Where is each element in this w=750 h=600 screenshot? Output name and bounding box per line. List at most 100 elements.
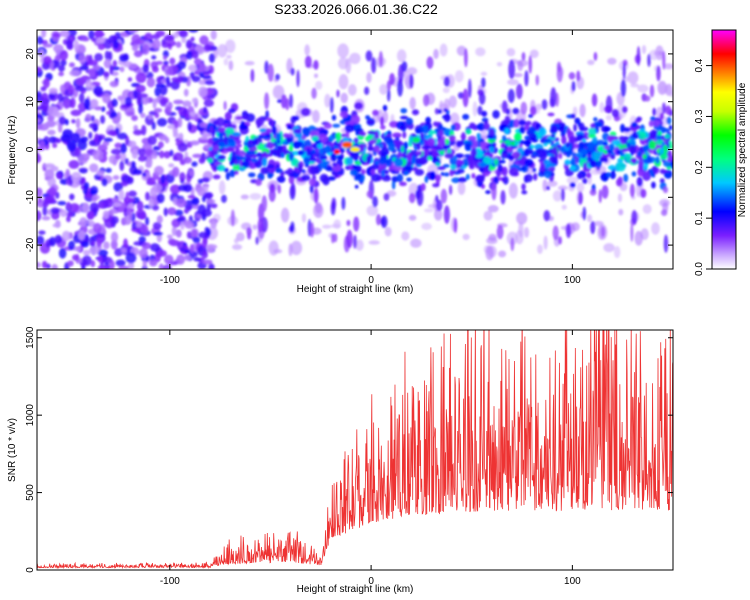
spectrogram-cell [405,117,414,126]
spectrogram-cell [659,112,664,121]
spectrogram-cell [80,136,89,143]
spectrogram-cell [468,122,476,130]
spectrogram-cell [79,65,89,71]
spectrogram-cell [341,197,346,210]
spectrogram-cell [515,83,523,100]
spectrogram-cell [454,153,465,159]
colorbar-tick-label: 0.2 [694,160,705,174]
spectrogram-cell [379,84,388,95]
spectrogram-cell [86,210,95,221]
spectrogram-cell [638,131,647,140]
spectrogram-cell [391,180,396,190]
spectrogram-cell [346,219,351,227]
spectrogram-cell [535,74,540,86]
colorbar-label: Normalized spectral amplitude [737,82,748,217]
spectrogram-cell [317,142,324,149]
spectrogram-cell [250,69,255,83]
spectrogram-cell [261,157,268,167]
spectrogram-cell [199,35,209,45]
spectrogram-cell [97,144,108,152]
spectrogram-cell [306,147,311,157]
spectrogram-cell [290,67,295,76]
spectrogram-cell [103,71,110,78]
spectrogram-cell [38,230,46,235]
spectrogram-cell [109,80,119,88]
spectrogram-cell [521,52,526,61]
spectrogram-cell [591,151,601,161]
spectrogram-cell [396,49,407,63]
spectrogram-cell [524,70,529,87]
spectrogram-cell [157,141,164,149]
spectrogram-cell [592,136,598,146]
spectrogram-cell [506,47,516,57]
spectrogram-cell [116,111,122,122]
spectrogram-cell [225,171,230,181]
spectrogram-cell [115,259,126,267]
spectrogram-cell [137,148,147,157]
spectrogram-cell [347,84,357,96]
spectrogram-cell [215,117,225,127]
spectrogram-cell [58,71,64,77]
spectrogram-cell [538,127,547,137]
spectrogram-cell [153,231,163,236]
spectrogram-cell [651,181,656,189]
spectrogram-cell [282,133,289,139]
spectrogram-cell [601,226,606,237]
spectrogram-cell [41,30,47,38]
spectrogram-cell [591,93,598,107]
spectrogram-cell [199,122,208,128]
spectrogram-cell [476,132,482,141]
spectrogram-cell [434,157,440,164]
spectrogram-cell [475,175,485,183]
spectrogram-cell [513,118,520,129]
spectrogram-cell [409,96,416,110]
spectrogram-cell [483,210,493,221]
spectrogram-cell [372,109,379,116]
spectrogram-cell [521,190,528,195]
spectrogram-cell [616,161,626,172]
spectrogram-cell [290,182,296,197]
spectrogram-cell [593,51,598,61]
spectrogram-cell [480,71,488,76]
spectrogram-cell [391,175,399,183]
spectrogram-cell [558,152,563,160]
spectrogram-cell [465,173,471,180]
spectrogram-cell [241,115,249,120]
spectrogram-cell [54,138,62,144]
spectrogram-cell [145,191,150,201]
spectrogram-cell [470,148,478,158]
spectrogram-cell [280,207,290,223]
spectrogram-cell [368,139,378,144]
spectrogram-cell [415,151,423,156]
spectrogram-cell [450,163,457,171]
spectrogram-cell [198,62,206,73]
spectrogram-cell [119,160,125,172]
spectrogram-cell [551,146,558,156]
spectrogram-cell [523,226,530,238]
spectrogram-cell [397,78,403,97]
spectrogram-cell [304,55,312,68]
spectrogram-cell [212,144,220,152]
spectrogram-cell [148,197,154,209]
spectrogram-cell [131,115,138,122]
spectrogram-cell [650,129,657,139]
spectrogram-cell [91,196,98,202]
spectrogram-cell [366,72,372,83]
spectrogram-cell [47,129,56,136]
spectrogram-cell [310,157,317,162]
spectrogram-cell [590,123,595,129]
spectrogram-y-tick-label: 10 [25,96,36,108]
spectrogram-cell [257,172,265,182]
spectrogram-cell [187,121,192,131]
spectrogram-cell [367,132,373,142]
spectrogram-cell [37,235,45,246]
spectrogram-cell [202,250,208,259]
spectrogram-cell [125,176,134,185]
spectrogram-cell [565,142,570,149]
spectrogram-cell [438,129,444,137]
spectrogram-cell [191,228,198,238]
spectrogram-cell [259,128,268,133]
spectrogram-cell [156,193,165,204]
spectrogram-cell [44,195,56,204]
